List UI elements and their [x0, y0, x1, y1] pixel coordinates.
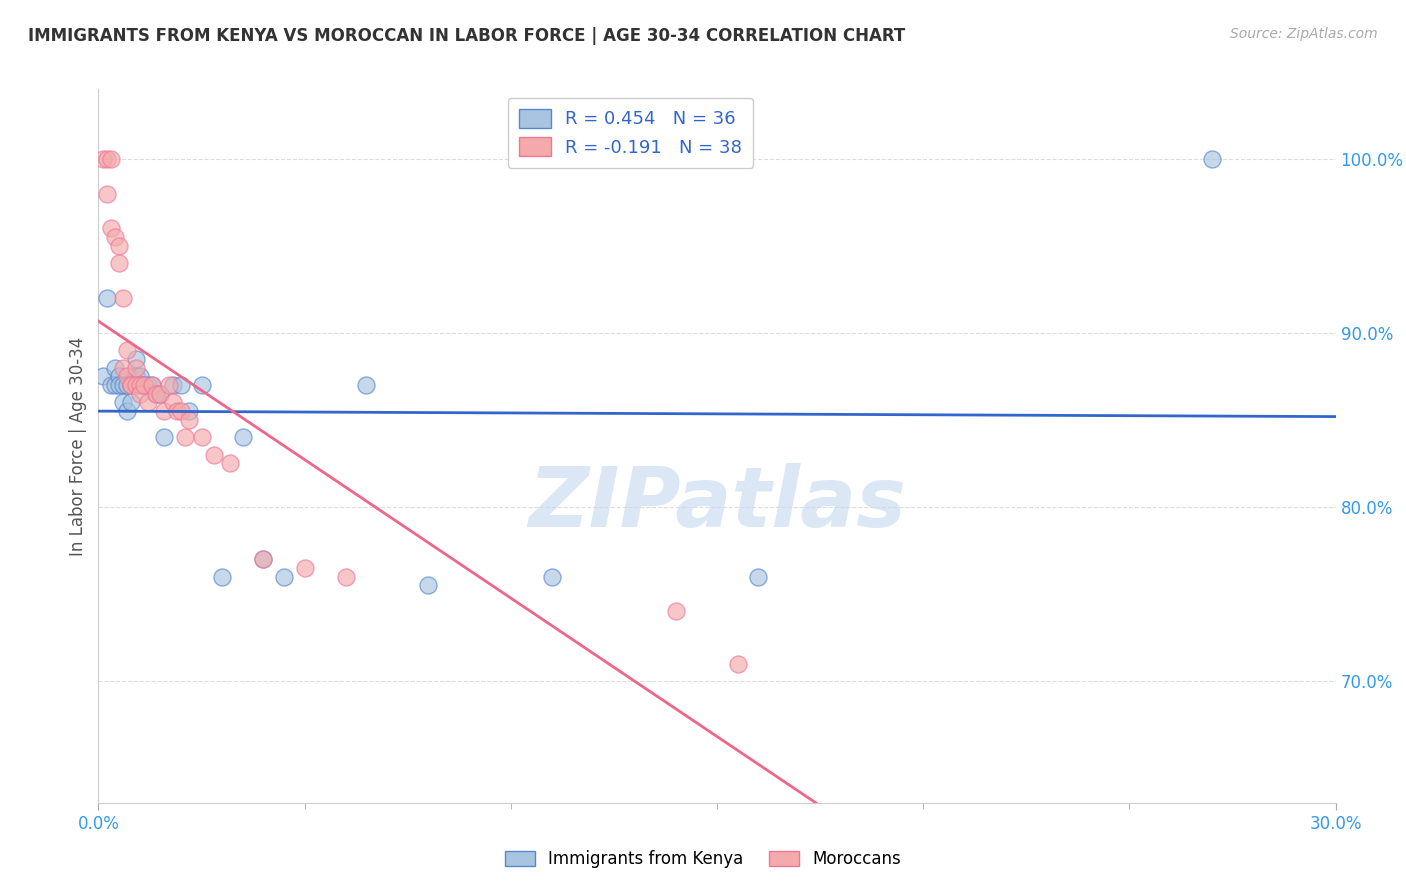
- Point: [232, 430, 254, 444]
- Point: [356, 378, 378, 392]
- Point: [117, 369, 139, 384]
- Point: [104, 230, 127, 244]
- Point: [91, 152, 114, 166]
- Y-axis label: In Labor Force | Age 30-34: In Labor Force | Age 30-34: [69, 336, 87, 556]
- Point: [174, 430, 197, 444]
- Text: IMMIGRANTS FROM KENYA VS MOROCCAN IN LABOR FORCE | AGE 30-34 CORRELATION CHART: IMMIGRANTS FROM KENYA VS MOROCCAN IN LAB…: [28, 27, 905, 45]
- Point: [128, 386, 150, 401]
- Point: [91, 369, 114, 384]
- Point: [273, 569, 295, 583]
- Point: [100, 378, 122, 392]
- Point: [136, 395, 159, 409]
- Point: [170, 404, 193, 418]
- Point: [124, 360, 146, 375]
- Point: [153, 404, 176, 418]
- Point: [108, 378, 131, 392]
- Point: [104, 360, 127, 375]
- Text: Source: ZipAtlas.com: Source: ZipAtlas.com: [1230, 27, 1378, 41]
- Point: [190, 378, 212, 392]
- Point: [112, 395, 135, 409]
- Point: [162, 378, 184, 392]
- Legend: R = 0.454   N = 36, R = -0.191   N = 38: R = 0.454 N = 36, R = -0.191 N = 38: [508, 98, 754, 168]
- Point: [108, 256, 131, 270]
- Point: [96, 291, 118, 305]
- Point: [1201, 152, 1223, 166]
- Point: [124, 378, 146, 392]
- Point: [252, 552, 274, 566]
- Point: [128, 378, 150, 392]
- Point: [153, 430, 176, 444]
- Point: [120, 378, 142, 392]
- Point: [202, 448, 225, 462]
- Point: [157, 378, 180, 392]
- Point: [665, 604, 688, 618]
- Point: [149, 386, 172, 401]
- Point: [132, 378, 155, 392]
- Point: [179, 404, 201, 418]
- Point: [112, 360, 135, 375]
- Point: [112, 378, 135, 392]
- Point: [252, 552, 274, 566]
- Point: [179, 413, 201, 427]
- Point: [112, 291, 135, 305]
- Point: [141, 378, 163, 392]
- Point: [132, 378, 155, 392]
- Point: [162, 395, 184, 409]
- Point: [117, 343, 139, 358]
- Point: [190, 430, 212, 444]
- Point: [335, 569, 357, 583]
- Point: [120, 395, 142, 409]
- Point: [100, 221, 122, 235]
- Point: [211, 569, 233, 583]
- Point: [120, 378, 142, 392]
- Point: [108, 369, 131, 384]
- Point: [170, 378, 193, 392]
- Point: [117, 378, 139, 392]
- Point: [747, 569, 769, 583]
- Point: [96, 152, 118, 166]
- Point: [294, 561, 316, 575]
- Point: [145, 386, 167, 401]
- Point: [541, 569, 564, 583]
- Point: [96, 186, 118, 201]
- Point: [149, 386, 172, 401]
- Point: [108, 239, 131, 253]
- Point: [100, 152, 122, 166]
- Point: [128, 369, 150, 384]
- Point: [120, 378, 142, 392]
- Point: [727, 657, 749, 671]
- Point: [136, 378, 159, 392]
- Point: [128, 378, 150, 392]
- Point: [124, 351, 146, 366]
- Point: [117, 404, 139, 418]
- Point: [219, 457, 242, 471]
- Point: [145, 386, 167, 401]
- Point: [124, 369, 146, 384]
- Point: [141, 378, 163, 392]
- Text: ZIPatlas: ZIPatlas: [529, 463, 905, 543]
- Point: [104, 378, 127, 392]
- Point: [418, 578, 440, 592]
- Legend: Immigrants from Kenya, Moroccans: Immigrants from Kenya, Moroccans: [499, 844, 907, 875]
- Point: [166, 404, 188, 418]
